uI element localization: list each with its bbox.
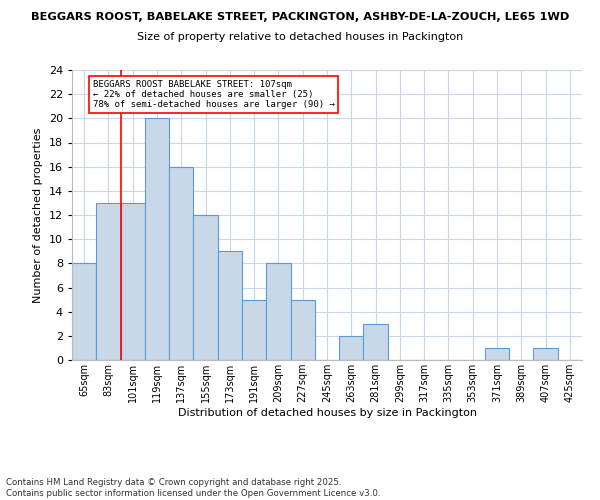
Bar [72, 264, 96, 360]
Bar [218, 251, 242, 360]
Bar [145, 118, 169, 360]
X-axis label: Distribution of detached houses by size in Packington: Distribution of detached houses by size … [178, 408, 476, 418]
Bar [533, 348, 558, 360]
Bar [364, 324, 388, 360]
Bar [290, 300, 315, 360]
Bar [169, 166, 193, 360]
Text: Contains HM Land Registry data © Crown copyright and database right 2025.
Contai: Contains HM Land Registry data © Crown c… [6, 478, 380, 498]
Bar [96, 203, 121, 360]
Bar [193, 215, 218, 360]
Text: BEGGARS ROOST BABELAKE STREET: 107sqm
← 22% of detached houses are smaller (25)
: BEGGARS ROOST BABELAKE STREET: 107sqm ← … [92, 80, 335, 110]
Bar [339, 336, 364, 360]
Y-axis label: Number of detached properties: Number of detached properties [33, 128, 43, 302]
Bar [485, 348, 509, 360]
Bar [242, 300, 266, 360]
Bar [266, 264, 290, 360]
Bar [121, 203, 145, 360]
Text: BEGGARS ROOST, BABELAKE STREET, PACKINGTON, ASHBY-DE-LA-ZOUCH, LE65 1WD: BEGGARS ROOST, BABELAKE STREET, PACKINGT… [31, 12, 569, 22]
Text: Size of property relative to detached houses in Packington: Size of property relative to detached ho… [137, 32, 463, 42]
